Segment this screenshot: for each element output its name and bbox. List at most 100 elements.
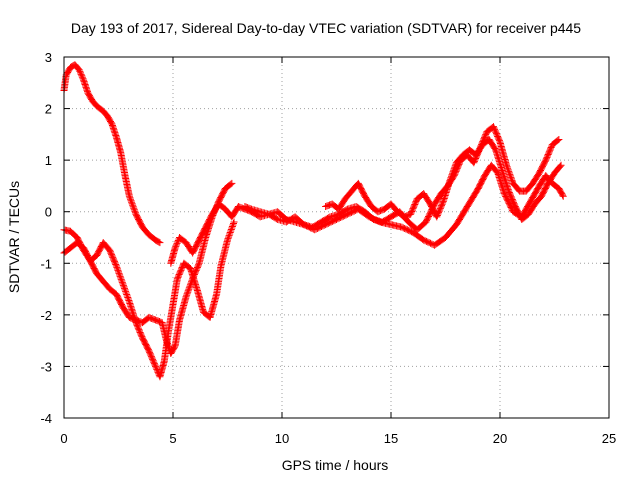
data-point — [113, 265, 121, 273]
data-point — [229, 220, 237, 228]
data-point — [446, 175, 454, 183]
data-point — [508, 176, 516, 184]
data-point — [156, 239, 164, 247]
data-point — [451, 162, 459, 170]
data-point — [227, 180, 235, 188]
data-point — [227, 227, 235, 235]
data-point — [228, 179, 236, 187]
data-point — [555, 136, 563, 144]
y-axis-label: SDTVAR / TECUs — [6, 181, 22, 293]
data-point — [123, 292, 131, 300]
data-point — [506, 172, 514, 180]
data-point — [503, 163, 511, 171]
data-point — [226, 230, 234, 238]
data-point — [224, 236, 231, 244]
data-point — [79, 75, 87, 83]
x-axis-label: GPS time / hours — [282, 457, 389, 473]
data-point — [124, 295, 132, 303]
data-point — [558, 191, 566, 199]
chart-title: Day 193 of 2017, Sidereal Day-to-day VTE… — [71, 20, 581, 36]
series-track-1 — [60, 61, 164, 247]
data-point — [123, 290, 131, 298]
data-point — [129, 201, 137, 209]
data-point — [556, 162, 564, 170]
data-point — [559, 192, 567, 200]
data-point — [450, 166, 458, 174]
data-point — [226, 229, 234, 237]
data-point — [112, 260, 120, 268]
data-point — [446, 177, 454, 185]
data-point — [152, 364, 160, 372]
data-point — [172, 242, 180, 250]
data-point — [122, 289, 130, 297]
data-point — [504, 166, 512, 174]
axis-ticks — [63, 56, 610, 419]
data-point — [155, 238, 163, 246]
data-point — [185, 285, 193, 293]
data-point — [130, 206, 138, 214]
data-point — [118, 277, 126, 285]
y-tick-label: -1 — [40, 256, 52, 271]
data-point — [449, 168, 457, 176]
data-points — [60, 61, 567, 381]
data-point — [184, 287, 192, 295]
data-point — [195, 261, 203, 269]
x-tick-label: 0 — [60, 431, 67, 446]
data-point — [117, 274, 125, 282]
data-point — [124, 293, 132, 301]
y-tick-label: 2 — [45, 102, 52, 117]
data-point — [183, 290, 191, 298]
data-point — [117, 275, 125, 283]
data-point — [77, 69, 85, 77]
data-point — [228, 223, 236, 231]
series-track-6 — [322, 136, 565, 223]
data-point — [118, 278, 126, 286]
data-point — [449, 169, 457, 177]
data-point — [495, 137, 503, 145]
data-point — [507, 173, 515, 181]
data-point — [116, 271, 124, 279]
x-tick-label: 5 — [169, 431, 176, 446]
x-tick-label: 10 — [275, 431, 289, 446]
data-point — [230, 218, 238, 226]
x-tick-label: 15 — [384, 431, 398, 446]
data-point — [183, 291, 191, 299]
data-point — [506, 170, 514, 178]
data-point — [75, 66, 83, 74]
y-tick-label: -4 — [40, 411, 52, 426]
data-point — [172, 241, 180, 249]
series-track-4 — [167, 161, 567, 267]
data-point — [78, 73, 86, 81]
data-point — [114, 266, 122, 274]
data-point — [184, 288, 192, 296]
data-point — [128, 198, 136, 206]
data-point — [129, 203, 137, 211]
data-point — [128, 200, 136, 208]
data-point — [505, 169, 513, 177]
y-tick-label: 3 — [45, 50, 52, 65]
data-point — [119, 281, 127, 289]
data-point — [554, 136, 562, 144]
data-point — [171, 244, 179, 252]
data-point — [78, 72, 86, 80]
data-point — [229, 221, 237, 229]
data-point — [122, 287, 130, 295]
data-point — [504, 164, 512, 172]
data-point — [174, 238, 182, 246]
data-point — [119, 280, 127, 288]
x-tick-label: 20 — [493, 431, 507, 446]
data-point — [182, 293, 190, 301]
data-point — [228, 224, 236, 232]
data-point — [227, 226, 235, 234]
data-point — [557, 161, 565, 169]
data-point — [127, 197, 135, 205]
y-tick-label: -3 — [40, 359, 52, 374]
data-point — [121, 286, 129, 294]
data-point — [113, 263, 121, 271]
data-point — [173, 239, 181, 247]
y-tick-label: 0 — [45, 205, 52, 220]
y-tick-label: 1 — [45, 153, 52, 168]
data-point — [439, 199, 447, 207]
data-point — [225, 232, 233, 240]
